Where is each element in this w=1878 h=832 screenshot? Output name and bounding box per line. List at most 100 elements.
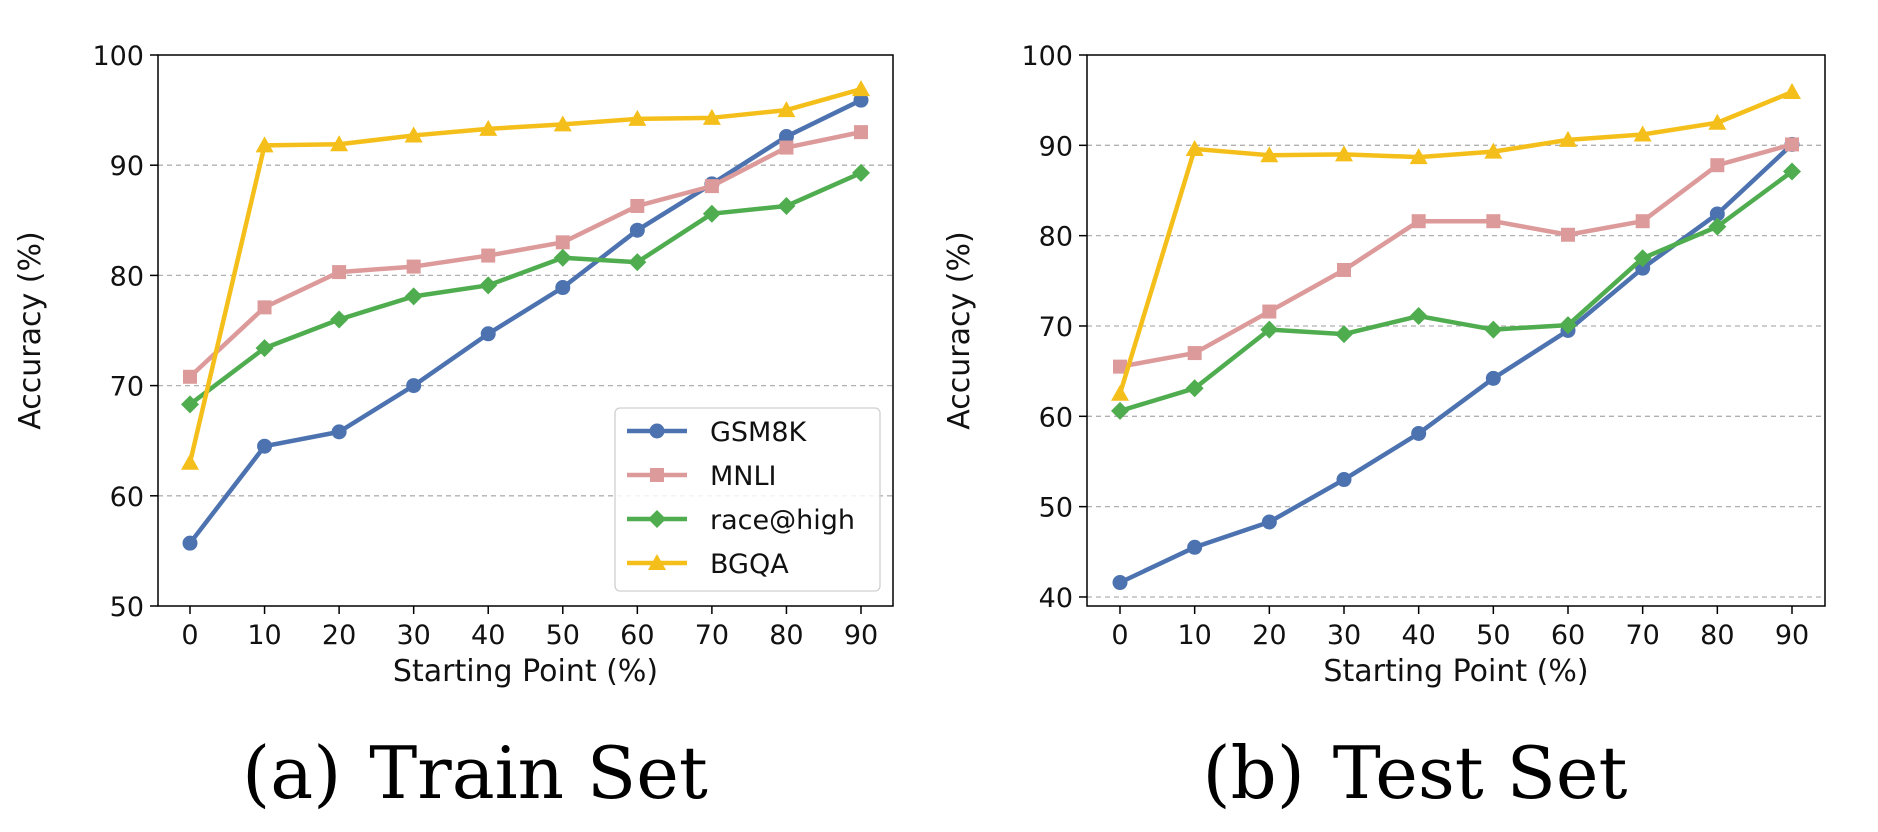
data-point [1411,425,1427,441]
data-point [1559,130,1577,147]
data-point [1708,217,1727,236]
data-point [1484,320,1503,339]
y-tick-label: 70 [110,372,144,403]
plot-frame [1086,54,1826,607]
data-point [481,248,496,263]
data-point [1783,162,1801,181]
series-race-high [1111,162,1801,420]
series-mnli [183,125,868,384]
series-line [188,129,862,379]
x-tick-label: 10 [1177,620,1211,651]
series-line [187,86,862,464]
x-tick-label: 60 [1551,620,1585,651]
y-tick-label: 100 [1021,41,1073,72]
x-axis-label: Starting Point (%) [1323,654,1588,689]
x-tick-label: 50 [1476,620,1510,651]
data-point [852,80,870,97]
x-tick-label: 30 [1327,620,1361,651]
y-tick-label: 60 [110,482,144,513]
panel-train: 50 60 70 80 90 100 0 10 20 30 40 50 60 70 80 90 Starting… [13,41,894,815]
x-tick-label: 10 [247,620,281,651]
caption-tag: (a) [242,731,341,815]
panel-test: 40 50 60 70 80 90 100 0 10 20 30 40 50 60 70 80 90 Starti… [942,41,1826,815]
x-tick-label: 60 [620,620,654,651]
data-point [553,115,572,132]
legend-marker [648,510,666,528]
x-tick-label: 30 [396,620,430,651]
data-point [181,453,199,470]
data-point [1185,139,1204,156]
data-point [1708,113,1727,130]
legend: GSM8K MNLI race@high BGQA [614,407,881,592]
data-point [1409,148,1428,165]
y-tick-label: 60 [1039,402,1073,433]
data-point [1260,320,1279,339]
x-tick-label: 20 [322,620,356,651]
legend-label: GSM8K [710,417,808,448]
x-tick-label: 0 [1111,620,1128,651]
legend-label: race@high [710,505,855,536]
data-point [1335,145,1353,162]
data-point [629,222,645,238]
data-point [630,198,645,213]
x-tick-label: 50 [546,620,580,651]
data-point [1785,137,1799,152]
data-point [1187,346,1202,361]
data-point [330,135,349,152]
x-tick-label: 90 [844,620,878,651]
x-tick-label: 80 [1700,620,1734,651]
data-point [1633,125,1652,142]
data-point [182,535,198,551]
y-axis-label: Accuracy (%) [942,231,977,429]
data-point [1187,539,1203,555]
y-tick-label: 80 [110,261,144,292]
data-point [257,300,272,315]
y-tick-label: 80 [1039,222,1073,253]
data-point [1635,214,1650,229]
data-point [702,108,721,125]
series-line [1117,89,1793,395]
caption-tag: (b) [1203,731,1305,815]
data-point [777,196,796,215]
caption-text: Test Set [1333,731,1628,815]
data-point [257,438,273,454]
data-point [704,179,719,194]
data-point [553,248,572,267]
data-point [1783,83,1801,100]
data-point [1409,307,1428,326]
data-point [779,140,794,155]
data-point [330,310,349,329]
data-point [404,126,423,143]
data-point [331,424,347,440]
data-point [628,253,647,272]
data-point [628,109,647,126]
data-point [1336,472,1352,488]
data-point [1561,227,1575,242]
x-tick-label: 20 [1252,620,1286,651]
legend-marker [648,554,666,570]
data-point [1411,214,1426,229]
data-point [777,101,796,118]
legend-marker [650,468,664,482]
y-tick-label: 90 [1039,131,1073,162]
x-axis-label: Starting Point (%) [393,654,658,689]
x-tick-label: 40 [1401,620,1435,651]
series-line [1119,142,1793,369]
data-point [1559,316,1577,335]
data-point [332,265,347,280]
x-tick-label: 90 [1775,620,1809,651]
data-point [555,235,570,250]
y-tick-label: 40 [1039,583,1073,614]
series-race-high [181,163,870,414]
legend-label: BGQA [710,549,789,580]
x-tick-label: 80 [769,620,803,651]
caption-text: Train Set [369,731,708,815]
data-point [255,339,274,358]
data-point [1262,304,1277,319]
data-point [1485,370,1501,386]
panel-caption: (b) Test Set [1203,731,1628,815]
data-point [1337,262,1351,277]
series-bgqa [181,80,870,470]
series-line [188,170,862,407]
